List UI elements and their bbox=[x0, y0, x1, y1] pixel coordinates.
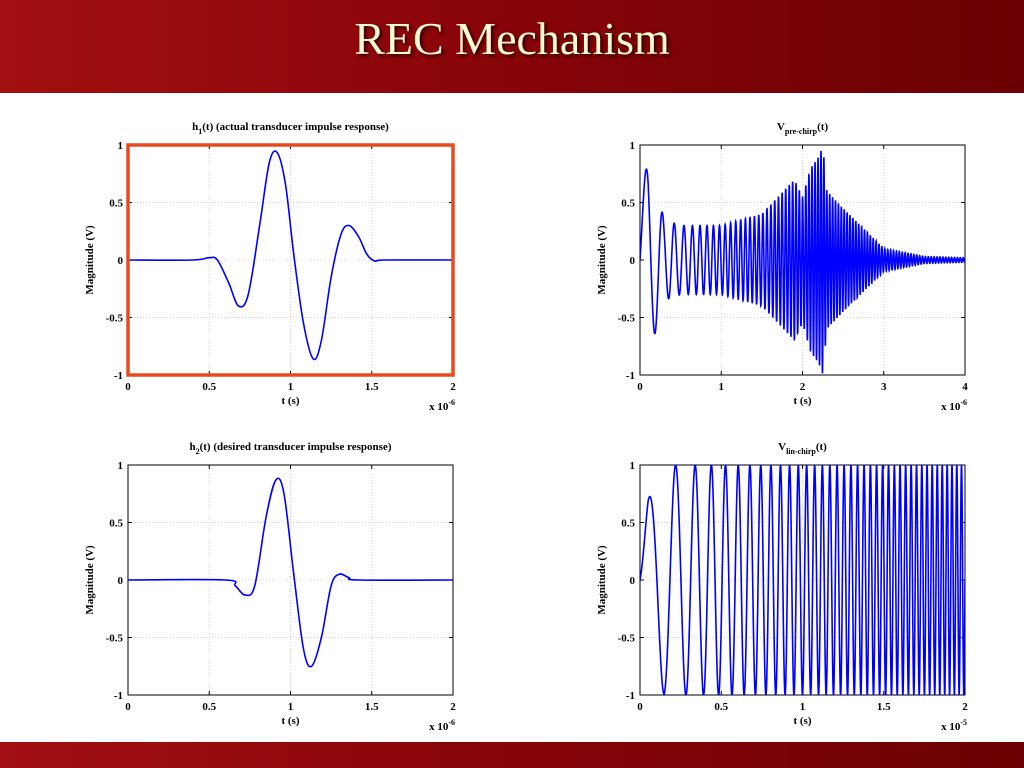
chart-3-x-multiplier-exp: -5 bbox=[960, 718, 967, 727]
chart-3-x-multiplier-base: x 10 bbox=[941, 721, 961, 733]
chart-2-xtick-label: 1.5 bbox=[365, 701, 379, 713]
chart-2-ytick-label: -1 bbox=[114, 690, 123, 702]
chart-3-ytick-label: -0.5 bbox=[618, 633, 636, 645]
chart-1-ytick-label: -1 bbox=[626, 370, 635, 382]
chart-0-title-main: h bbox=[192, 121, 198, 133]
chart-3-title-main: V bbox=[778, 441, 786, 453]
chart-1-ytick-label: -0.5 bbox=[618, 313, 636, 325]
chart-3-xtick-label: 0.5 bbox=[714, 701, 728, 713]
chart-0-xtick-label: 1 bbox=[288, 381, 294, 393]
chart-0-ytick-label: -1 bbox=[114, 370, 123, 382]
chart-0-title: h1(t) (actual transducer impulse respons… bbox=[192, 121, 389, 136]
slide-header: REC Mechanism bbox=[0, 0, 1024, 93]
chart-3-ytick-label: 0.5 bbox=[621, 518, 635, 530]
chart-3-xtick-label: 0 bbox=[637, 701, 643, 713]
chart-0-ytick-label: -0.5 bbox=[106, 313, 124, 325]
chart-h1: 0 0.5 1 1.5 210.50-0.5-1h1(t) (actual transd… bbox=[84, 121, 456, 413]
chart-2-xlabel: t (s) bbox=[281, 715, 299, 727]
chart-2-ytick-label: 0 bbox=[118, 575, 124, 587]
chart-3-x-multiplier: x 10-5 bbox=[941, 718, 967, 733]
chart-0-title-sub: 1 bbox=[198, 127, 202, 136]
chart-2-ytick-label: -0.5 bbox=[106, 633, 124, 645]
chart-h2: 0 0.5 1 1.5 210.50-0.5-1h2(t) (desired trans… bbox=[84, 441, 456, 733]
chart-2-title-main: h bbox=[189, 441, 195, 453]
chart-3-xtick-label: 1 bbox=[800, 701, 806, 713]
chart-1-x-multiplier-base: x 10 bbox=[941, 401, 961, 413]
chart-1-xtick-label: 4 bbox=[962, 381, 968, 393]
chart-0-ylabel: Magnitude (V) bbox=[84, 225, 96, 295]
chart-0-highlight-frame bbox=[126, 143, 455, 377]
chart-0-series-line bbox=[128, 150, 453, 361]
chart-0-xtick-label: 0.5 bbox=[202, 381, 216, 393]
chart-0-x-multiplier-exp: -6 bbox=[448, 398, 455, 407]
chart-3-ytick-label: 1 bbox=[630, 460, 636, 472]
chart-v-lin-chirp: 0 0.5 1 1.5 2 1 0.5 0 -0.5 -1 Vlin-chirp(t) t (s) Ma… bbox=[596, 441, 968, 733]
chart-0-title-rest: (t) (actual transducer impulse response) bbox=[202, 121, 389, 133]
slide-footer bbox=[0, 742, 1024, 768]
chart-0-xlabel: t (s) bbox=[281, 395, 299, 407]
chart-0-x-multiplier-base: x 10 bbox=[429, 401, 449, 413]
chart-2-x-multiplier-base: x 10 bbox=[429, 721, 449, 733]
chart-3-title-sub: lin-chirp bbox=[786, 447, 816, 456]
chart-3-xtick-label: 1.5 bbox=[877, 701, 891, 713]
chart-1-title-main: V bbox=[777, 121, 785, 133]
chart-3-ytick-label: 0 bbox=[630, 575, 636, 587]
chart-1-ytick-label: 0 bbox=[630, 255, 636, 267]
chart-0-ytick-label: 0 bbox=[118, 255, 124, 267]
chart-0-xtick-label: 0 bbox=[125, 381, 131, 393]
chart-3-xlabel: t (s) bbox=[793, 715, 811, 727]
chart-2-title-rest: (t) (desired transducer impulse response… bbox=[200, 441, 392, 453]
chart-2-xtick-label: 2 bbox=[450, 701, 456, 713]
chart-3-xtick-label: 2 bbox=[962, 701, 968, 713]
chart-2-ytick-label: 1 bbox=[118, 460, 124, 472]
chart-1-title: Vpre-chirp(t) bbox=[777, 121, 829, 136]
chart-2-title-sub: 2 bbox=[196, 447, 200, 456]
chart-3-ylabel: Magnitude (V) bbox=[596, 545, 608, 615]
chart-0-xtick-label: 2 bbox=[450, 381, 456, 393]
chart-2-title: h2(t) (desired transducer impulse respon… bbox=[189, 441, 391, 456]
chart-v-pre-chirp: 0 1 2 3 4 1 0.5 0 -0.5 -1 Vpre-chirp(t) t (s) Magnit… bbox=[596, 121, 968, 413]
chart-3-ytick-label: -1 bbox=[626, 690, 635, 702]
chart-1-x-multiplier-exp: -6 bbox=[960, 398, 967, 407]
chart-0-ytick-label: 0.5 bbox=[109, 198, 123, 210]
chart-2-series-line bbox=[128, 477, 453, 668]
chart-2-ytick-label: 0.5 bbox=[109, 518, 123, 530]
chart-1-x-multiplier: x 10-6 bbox=[941, 398, 967, 413]
chart-1-ytick-label: 0.5 bbox=[621, 198, 635, 210]
chart-1-xtick-label: 3 bbox=[881, 381, 887, 393]
chart-1-title-rest: (t) bbox=[817, 121, 828, 133]
chart-1-series-line bbox=[640, 150, 965, 374]
chart-0-x-multiplier: x 10-6 bbox=[429, 398, 455, 413]
chart-2-x-multiplier: x 10-6 bbox=[429, 718, 455, 733]
chart-1-ylabel: Magnitude (V) bbox=[596, 225, 608, 295]
chart-3-title: Vlin-chirp(t) bbox=[778, 441, 827, 456]
chart-3-series-line bbox=[640, 465, 965, 695]
chart-1-xtick-label: 0 bbox=[637, 381, 643, 393]
chart-1-xlabel: t (s) bbox=[793, 395, 811, 407]
chart-2-xtick-label: 0.5 bbox=[202, 701, 216, 713]
chart-2-x-multiplier-exp: -6 bbox=[448, 718, 455, 727]
chart-1-xtick-label: 1 bbox=[719, 381, 725, 393]
chart-1-xtick-label: 2 bbox=[800, 381, 806, 393]
chart-3-title-rest: (t) bbox=[816, 441, 827, 453]
chart-1-ytick-label: 1 bbox=[630, 140, 636, 152]
chart-2-xtick-label: 1 bbox=[288, 701, 294, 713]
chart-1-title-sub: pre-chirp bbox=[785, 127, 818, 136]
slide-title: REC Mechanism bbox=[354, 13, 670, 64]
chart-0-ytick-label: 1 bbox=[118, 140, 124, 152]
chart-0-xtick-label: 1.5 bbox=[365, 381, 379, 393]
chart-2-xtick-label: 0 bbox=[125, 701, 131, 713]
chart-2-ylabel: Magnitude (V) bbox=[84, 545, 96, 615]
